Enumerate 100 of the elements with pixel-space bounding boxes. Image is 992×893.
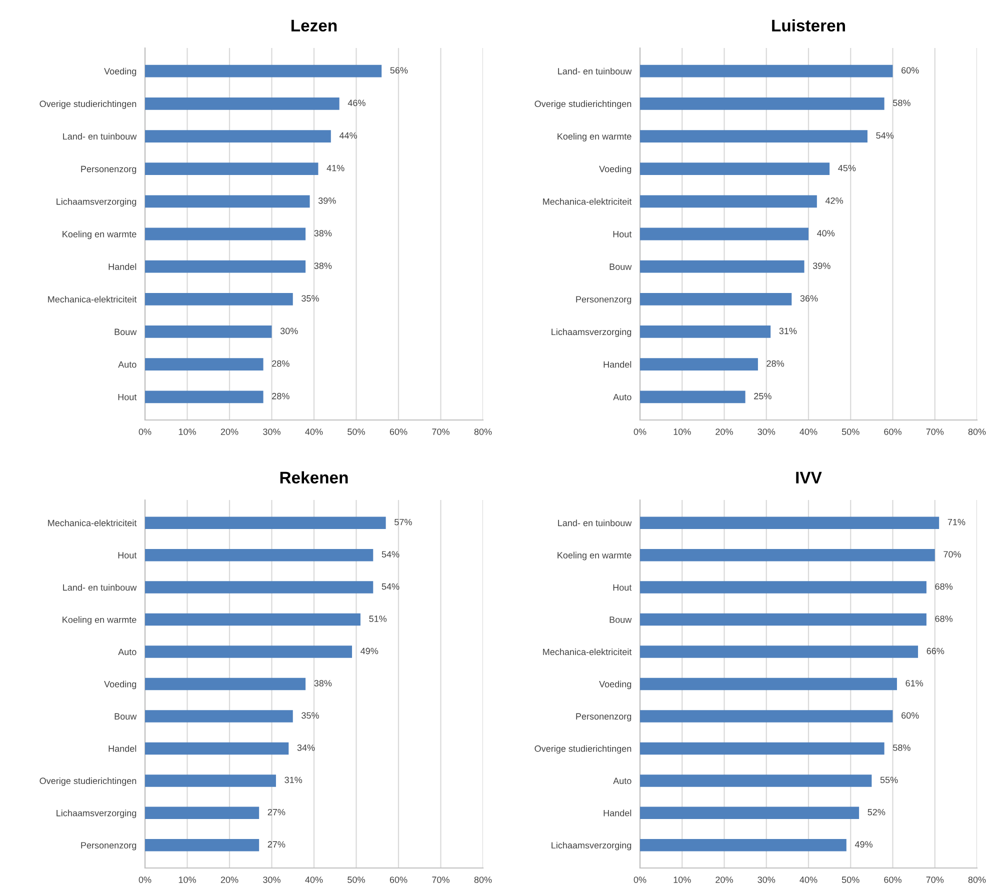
- bar: [145, 742, 289, 755]
- y-tick-label: Koeling en warmte: [62, 616, 136, 625]
- chart-title: IVV: [796, 472, 822, 484]
- bar: [145, 260, 306, 273]
- y-tick-label: Hout: [118, 552, 137, 558]
- y-tick-label: Land- en tuinbouw: [558, 68, 632, 74]
- y-tick-label: Bouw: [610, 264, 632, 270]
- bar: [640, 516, 940, 529]
- bar: [145, 390, 264, 404]
- y-tick-label: Mechanica-elektriciteit: [543, 648, 632, 656]
- bar: [640, 390, 746, 404]
- y-tick-label: Personenzorg: [81, 842, 136, 850]
- y-tick-label: Land- en tuinbouw: [63, 132, 137, 140]
- x-tick-label: 60%: [884, 876, 902, 883]
- y-tick-label: Mechanica-elektriciteit: [48, 520, 137, 526]
- chart-title: Lezen: [292, 20, 337, 32]
- bar: [640, 260, 804, 273]
- data-label: 58%: [893, 744, 910, 751]
- data-label: 57%: [394, 518, 412, 526]
- y-tick-label: Auto: [118, 361, 136, 368]
- data-label: 28%: [766, 360, 784, 367]
- x-tick-label: 20%: [220, 428, 238, 435]
- data-label: 31%: [284, 776, 302, 784]
- bar: [640, 548, 935, 562]
- y-tick-label: Koeling en warmte: [558, 132, 632, 142]
- x-tick-label: 0%: [634, 876, 646, 883]
- bar: [640, 646, 918, 658]
- x-tick-label: 0%: [138, 876, 152, 883]
- data-label: 35%: [302, 295, 319, 302]
- y-tick-label: Voeding: [104, 68, 136, 76]
- x-tick-label: 50%: [842, 876, 860, 883]
- bar: [145, 581, 374, 594]
- data-label: 55%: [880, 776, 898, 784]
- bar: [640, 97, 884, 110]
- bar: [640, 806, 860, 820]
- y-tick-label: Personenzorg: [576, 713, 632, 722]
- data-label: 44%: [339, 132, 357, 139]
- data-label: 36%: [800, 295, 818, 302]
- data-label: 35%: [302, 712, 319, 719]
- data-label: 46%: [348, 100, 366, 106]
- data-label: 54%: [382, 551, 400, 558]
- x-tick-label: 0%: [634, 428, 646, 435]
- data-label: 60%: [902, 67, 919, 74]
- y-tick-label: Voeding: [599, 166, 632, 174]
- x-tick-label: 70%: [432, 876, 450, 883]
- x-tick-label: 70%: [432, 428, 450, 435]
- bar: [640, 64, 893, 78]
- bar: [640, 292, 792, 306]
- data-label: 42%: [825, 197, 844, 204]
- x-tick-label: 30%: [758, 876, 776, 883]
- x-tick-label: 80%: [474, 428, 492, 435]
- bar: [145, 64, 382, 78]
- data-label: 27%: [268, 841, 286, 848]
- bar: [145, 710, 293, 722]
- bar: [640, 162, 830, 176]
- x-tick-label: 30%: [263, 428, 280, 435]
- data-label: 38%: [314, 680, 332, 686]
- y-tick-label: Auto: [118, 648, 136, 656]
- data-label: 71%: [948, 518, 966, 526]
- data-label: 27%: [268, 808, 286, 816]
- x-tick-label: 60%: [390, 428, 408, 435]
- data-label: 28%: [272, 360, 290, 367]
- bar: [640, 326, 771, 338]
- y-tick-label: Handel: [108, 263, 136, 270]
- bar: [640, 678, 897, 690]
- y-tick-label: Lichaamsverzorging: [552, 328, 632, 337]
- data-label: 28%: [272, 392, 290, 400]
- x-tick-label: 70%: [926, 428, 944, 435]
- data-label: 40%: [817, 230, 835, 236]
- data-label: 31%: [779, 328, 797, 334]
- data-label: 38%: [314, 230, 332, 236]
- bar: [640, 839, 846, 852]
- x-tick-label: 10%: [178, 876, 196, 883]
- x-tick-label: 20%: [716, 876, 733, 883]
- data-label: 39%: [318, 197, 336, 204]
- x-tick-label: 30%: [263, 876, 280, 883]
- y-tick-label: Bouw: [114, 328, 137, 336]
- x-tick-label: 60%: [884, 428, 902, 435]
- y-tick-label: Overige studierichtingen: [534, 745, 632, 754]
- y-tick-label: Voeding: [599, 680, 632, 690]
- bar: [145, 806, 260, 820]
- y-tick-label: Handel: [604, 810, 632, 816]
- y-tick-label: Overige studierichtingen: [40, 100, 136, 109]
- y-tick-label: Mechanica-elektriciteit: [543, 198, 632, 205]
- y-tick-label: Voeding: [104, 680, 136, 690]
- data-label: 38%: [314, 262, 332, 270]
- x-tick-label: 40%: [800, 428, 818, 435]
- x-tick-label: 50%: [842, 428, 860, 435]
- x-tick-label: 80%: [968, 428, 986, 435]
- x-tick-label: 50%: [348, 428, 365, 435]
- bar: [145, 326, 272, 338]
- bar: [640, 130, 868, 142]
- data-label: 54%: [382, 583, 400, 590]
- y-tick-label: Handel: [108, 745, 136, 752]
- data-label: 39%: [812, 262, 830, 270]
- y-tick-label: Overige studierichtingen: [534, 100, 632, 109]
- y-tick-label: Hout: [613, 584, 632, 591]
- bar: [640, 581, 926, 594]
- y-tick-label: Hout: [118, 394, 137, 400]
- data-label: 25%: [754, 392, 772, 400]
